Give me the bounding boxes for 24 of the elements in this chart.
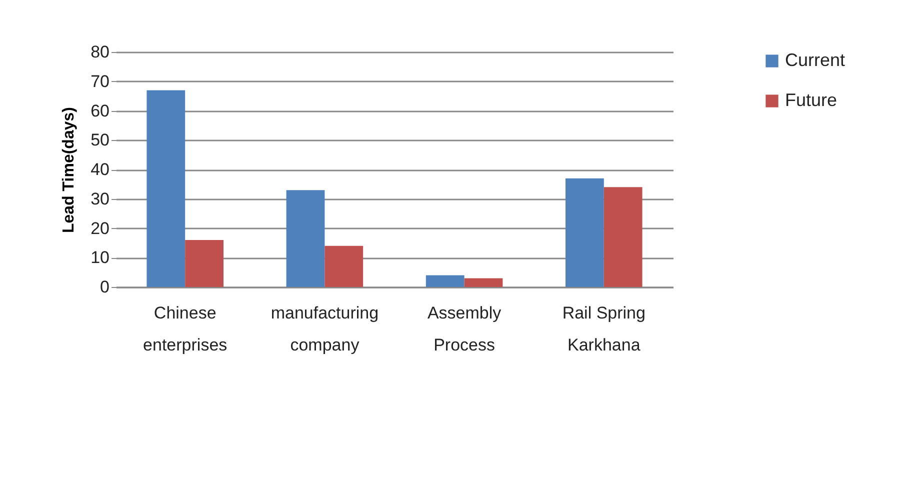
y-axis-title: Lead Time(days) [60,107,78,233]
bar [566,178,604,287]
bar [185,240,224,287]
bar [604,187,642,287]
x-tick-label: manufacturing company [270,304,379,354]
y-tick-label: 60 [90,101,110,120]
bar [464,278,503,287]
bar [426,275,464,287]
y-tick-label: 0 [100,278,110,296]
y-tick-label: 40 [90,160,110,179]
bar [146,90,186,287]
bar [286,190,325,287]
y-tick-label: 10 [90,248,110,268]
x-tick-label: Assembly Process [427,304,502,354]
y-tick-label: 70 [90,72,110,91]
y-tick-label: 50 [90,130,110,150]
x-tick-label: Rail Spring Karkhana [562,304,646,354]
y-tick-label: 80 [90,42,110,62]
y-tick-label: 20 [90,218,110,238]
legend-label: Current [785,50,846,70]
legend-label: Future [785,90,838,110]
bar [324,246,364,287]
x-tick-label: Chinese enterprises [143,304,228,354]
y-tick-label: 30 [90,189,110,208]
